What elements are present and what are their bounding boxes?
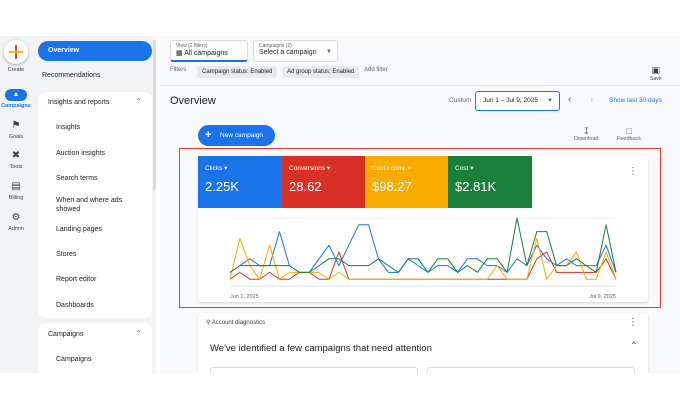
dropdown-arrow-icon: ▼ [547,98,553,104]
sidebar-item-when-where[interactable]: When and where ads showed [56,197,123,213]
create-label: Create [7,67,25,73]
metric-clicks[interactable]: Clicks ▾ 2.25K [198,156,282,208]
rail-item-campaigns[interactable]: ▲ Campaigns [1,89,31,109]
line-chart: Jun 1, 2025 Jul 9, 2025 [229,217,617,300]
sidebar-item-stores[interactable]: Stores [56,251,77,258]
plus-icon: + [205,129,212,141]
x-tick-label-start: Jun 1, 2025 [230,294,259,300]
sidebar-item-search-terms[interactable]: Search terms [56,175,98,182]
page-title: Overview [170,95,216,107]
metric-cost-per-conv[interactable]: Cost / conv. ▾ $98.27 [365,156,449,208]
sidebar-scrollbar[interactable] [153,40,156,190]
campaign-selector[interactable]: Campaigns (2) Select a campaign ▼ [253,40,338,62]
sidebar-item-insights-header[interactable]: Insights and reports [48,99,110,106]
dropdown-arrow-icon: ▾ [224,165,228,172]
save-icon: ▣ [651,65,660,75]
insights-section: Insights and reports ⌃ Insights Auction … [38,92,152,318]
download-icon: ↧ [582,126,590,136]
sidebar-item-insights[interactable]: Insights [56,124,81,131]
sidebar-item-overview[interactable]: Overview [38,41,152,61]
page-bottom [0,373,680,409]
dropdown-arrow-icon: ▾ [407,165,411,172]
rail-item-billing[interactable]: ▤ Billing [8,181,24,201]
sidebar-item-auction-insights[interactable]: Auction insights [56,150,106,157]
highlight-box [179,148,661,308]
save-button[interactable]: ▣ Save [650,65,662,82]
credit-card-icon: ▤ [11,181,21,192]
metric-cost[interactable]: Cost ▾ $2.81K [448,156,532,208]
sidebar-item-dashboards[interactable]: Dashboards [56,302,94,309]
more-options-icon[interactable]: ⋮ [628,166,638,177]
dropdown-arrow-icon: ▾ [326,165,331,172]
filters-label: Filters [170,67,187,73]
feedback-icon: □ [626,126,632,136]
megaphone-icon: ▲ [5,89,27,101]
custom-label: Custom [449,97,472,104]
filter-chip-ad-group-status[interactable]: Ad group status: Enabled [282,66,360,78]
sidebar: Overview Recommendations Insights and re… [32,36,156,383]
rail-item-tools[interactable]: ✖ Tools [9,150,23,170]
gear-icon: ⚙ [11,212,21,223]
feedback-button[interactable]: □ Feedback [617,126,642,142]
new-campaign-button[interactable]: + New campaign [198,125,275,146]
sidebar-item-report-editor[interactable]: Report editor [56,276,97,283]
dropdown-arrow-icon: ▼ [326,49,332,55]
x-tick-label-end: Jul 9, 2025 [589,294,616,300]
grid-icon: ▦ [176,50,185,57]
show-last-30-days-link[interactable]: Show last 30 days [609,97,662,104]
trophy-icon: ⚑ [11,120,21,131]
search-icon: ⚲ [206,320,212,326]
rail-item-goals[interactable]: ⚑ Goals [8,120,24,140]
dropdown-arrow-icon: ▾ [470,165,474,172]
performance-chart-card: Clicks ▾ 2.25K Conversions ▾ 28.62 Cost … [198,156,648,302]
chevron-up-icon[interactable]: ⌃ [135,329,142,338]
chevron-left-icon[interactable]: ‹ [568,94,572,105]
diagnostics-message: We've identified a few campaigns that ne… [210,343,432,354]
sidebar-item-campaigns[interactable]: Campaigns [56,356,92,363]
series-line-cost-conv- [229,237,617,280]
series-line-cost [229,217,617,273]
add-filter-button[interactable]: Add filter [364,67,388,73]
create-button[interactable] [4,40,28,64]
view-selector[interactable]: View (2 filters) ▦ All campaigns [170,40,248,62]
sidebar-item-recommendations[interactable]: Recommendations [42,72,101,79]
date-range-picker[interactable]: Jun 1 – Jul 9, 2025 ▼ [475,91,560,111]
filter-chip-campaign-status[interactable]: Campaign status: Enabled [197,66,278,78]
download-button[interactable]: ↧ Download [574,126,599,142]
sidebar-item-campaigns-header[interactable]: Campaigns [48,331,84,338]
chevron-up-icon[interactable]: ⌃ [629,341,638,352]
chevron-up-icon[interactable]: ⌃ [135,97,142,106]
metric-conversions[interactable]: Conversions ▾ 28.62 [282,156,366,208]
tools-icon: ✖ [11,150,21,161]
navigation-rail [0,36,32,373]
sidebar-item-landing-pages[interactable]: Landing pages [56,226,102,233]
chevron-right-icon[interactable]: › [590,94,594,105]
rail-item-admin[interactable]: ⚙ Admin [8,212,24,232]
more-options-icon[interactable]: ⋮ [628,317,638,328]
